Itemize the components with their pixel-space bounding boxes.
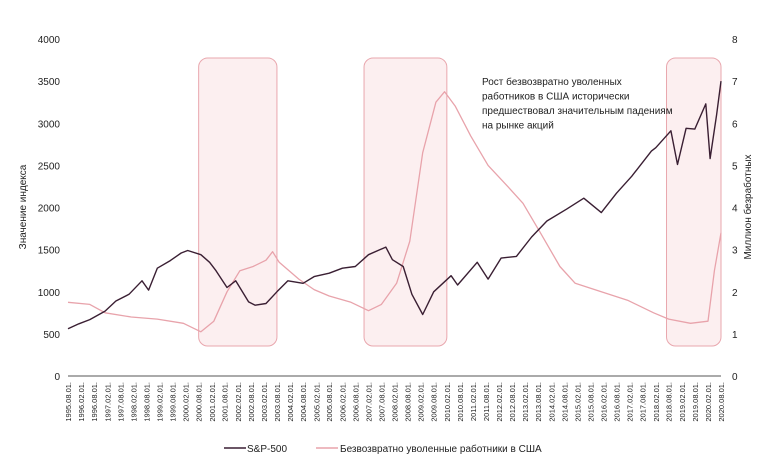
series-sp500-line <box>67 81 722 330</box>
right-tick-label: 5 <box>732 161 738 172</box>
x-tick-label: 2003.08.01. <box>273 382 282 422</box>
x-tick-label: 2005.08.01. <box>325 382 334 422</box>
series-layoffs-line <box>67 91 722 333</box>
left-tick-label: 500 <box>43 330 60 341</box>
legend: S&P-500 Безвозвратно уволенные работники… <box>224 443 542 455</box>
series-layer <box>67 81 722 333</box>
x-tick-label: 1998.02.01. <box>129 382 138 422</box>
left-tick-label: 3500 <box>38 77 61 88</box>
x-tick-label: 2004.02.01. <box>286 382 295 422</box>
highlight-periods <box>198 57 722 347</box>
x-tick-label: 2000.08.01. <box>195 382 204 422</box>
x-tick-label: 2015.02.01. <box>573 382 582 422</box>
right-tick-label: 3 <box>732 246 738 257</box>
x-tick-label: 2015.08.01. <box>586 382 595 422</box>
x-tick-label: 2017.02.01. <box>626 382 635 422</box>
left-tick-labels: 0 500 1000 1500 2000 2500 3000 3500 4000 <box>38 35 61 383</box>
x-tick-label: 2003.02.01. <box>260 382 269 422</box>
annotation-line: на рынке акций <box>482 121 554 132</box>
x-tick-label: 1999.02.01. <box>156 382 165 422</box>
x-tick-label: 2020.02.01. <box>704 382 713 422</box>
right-tick-label: 8 <box>732 35 738 46</box>
highlight-period-1 <box>198 57 278 347</box>
legend-label-sp500: S&P-500 <box>247 444 287 455</box>
right-tick-label: 1 <box>732 330 738 341</box>
chart-annotation: Рост безвозвратно уволенных работников в … <box>482 76 673 132</box>
x-tick-label: 2014.02.01. <box>547 382 556 422</box>
x-tick-label: 1995.08.01. <box>64 382 73 422</box>
x-tick-label: 2008.02.01. <box>391 382 400 422</box>
x-tick-label: 2007.08.01. <box>377 382 386 422</box>
x-tick-label: 2019.08.01. <box>691 382 700 422</box>
right-tick-label: 6 <box>732 119 738 130</box>
x-tick-label: 1996.02.01. <box>77 382 86 422</box>
right-tick-label: 2 <box>732 288 738 299</box>
left-tick-label: 3000 <box>38 119 61 130</box>
y-axis-left-label: Значение индекса <box>18 164 29 249</box>
x-tick-label: 2008.08.01. <box>404 382 413 422</box>
x-tick-label: 2007.02.01. <box>364 382 373 422</box>
annotation-line: предшествовал значительным падениям <box>482 106 673 117</box>
x-tick-label: 2014.08.01. <box>560 382 569 422</box>
x-tick-label: 2016.02.01. <box>600 382 609 422</box>
x-tick-label: 1997.02.01. <box>103 382 112 422</box>
x-tick-label: 2019.02.01. <box>678 382 687 422</box>
x-tick-labels: 1995.08.01. 1996.02.01. 1996.08.01. 1997.02… <box>64 382 726 422</box>
x-tick-label: 2012.02.01. <box>495 382 504 422</box>
left-tick-label: 2500 <box>38 161 61 172</box>
x-tick-label: 2009.08.01. <box>430 382 439 422</box>
x-tick-label: 2005.02.01. <box>312 382 321 422</box>
x-tick-label: 2018.08.01. <box>665 382 674 422</box>
right-tick-label: 0 <box>732 372 738 383</box>
right-tick-labels: 0 1 2 3 4 5 6 7 8 <box>732 35 738 383</box>
x-tick-label: 1998.08.01. <box>142 382 151 422</box>
x-tick-label: 2002.08.01. <box>247 382 256 422</box>
highlight-period-3 <box>666 57 722 347</box>
x-tick-label: 2011.08.01. <box>482 382 491 421</box>
x-tick-label: 2001.02.01. <box>208 382 217 422</box>
left-tick-label: 1000 <box>38 288 61 299</box>
x-tick-label: 2000.02.01. <box>182 382 191 422</box>
x-tick-label: 2017.08.01. <box>639 382 648 422</box>
x-tick-label: 2020.08.01. <box>717 382 726 422</box>
legend-label-layoffs: Безвозвратно уволенные работники в США <box>340 443 542 455</box>
x-tick-label: 2012.08.01. <box>508 382 517 422</box>
left-tick-label: 2000 <box>38 204 61 215</box>
x-tick-label: 2016.08.01. <box>613 382 622 422</box>
x-tick-label: 1999.08.01. <box>168 382 177 422</box>
x-tick-label: 2018.02.01. <box>652 382 661 422</box>
x-tick-label: 2011.02.01. <box>469 382 478 421</box>
annotation-line: Рост безвозвратно уволенных <box>482 76 622 88</box>
x-tick-label: 2006.02.01. <box>338 382 347 422</box>
x-tick-label: 1997.08.01. <box>116 382 125 422</box>
x-tick-label: 1996.08.01. <box>90 382 99 422</box>
x-tick-label: 2006.08.01. <box>351 382 360 422</box>
highlight-period-2 <box>363 57 448 347</box>
y-axis-right-label: Миллион безработных <box>742 154 754 259</box>
x-tick-label: 2002.02.01. <box>234 382 243 422</box>
x-tick-label: 2009.02.01. <box>417 382 426 422</box>
left-tick-label: 0 <box>54 372 60 383</box>
x-tick-label: 2010.08.01. <box>456 382 465 422</box>
right-tick-label: 7 <box>732 77 738 88</box>
left-tick-label: 4000 <box>38 35 61 46</box>
right-tick-label: 4 <box>732 204 738 215</box>
x-tick-label: 2010.02.01. <box>443 382 452 422</box>
x-tick-label: 2004.08.01. <box>299 382 308 422</box>
left-tick-label: 1500 <box>38 246 61 257</box>
x-tick-label: 2001.08.01. <box>221 382 230 422</box>
x-tick-label: 2013.08.01. <box>534 382 543 422</box>
x-tick-label: 2013.02.01. <box>521 382 530 422</box>
annotation-line: работников в США исторически <box>482 91 629 103</box>
